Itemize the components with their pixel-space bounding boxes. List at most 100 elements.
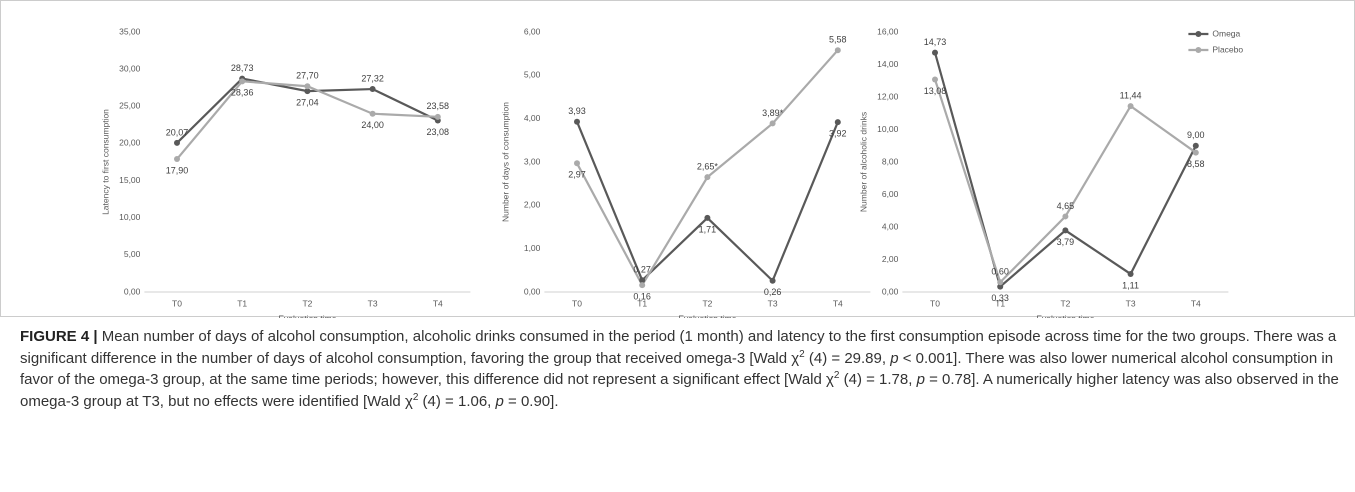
y-tick-label: 4,00 — [524, 113, 541, 123]
x-tick-label: T3 — [768, 298, 778, 308]
data-label: 24,00 — [361, 120, 384, 130]
caption-text: p — [916, 371, 925, 388]
x-tick-label: T3 — [1126, 298, 1136, 308]
y-axis-title: Number of days of consumption — [501, 102, 511, 222]
data-point — [639, 277, 646, 284]
y-tick-label: 16,00 — [877, 26, 899, 36]
data-label: 5,58 — [829, 35, 847, 45]
x-tick-label: T0 — [572, 298, 582, 308]
y-tick-label: 8,00 — [882, 156, 899, 166]
caption-text: < 0.001]. There was also lower numerical… — [20, 349, 1334, 389]
y-tick-label: 4,00 — [882, 221, 899, 231]
y-tick-label: 5,00 — [524, 70, 541, 80]
y-tick-label: 2,00 — [524, 200, 541, 210]
data-point — [369, 86, 376, 93]
data-point — [932, 76, 938, 83]
x-tick-label: T0 — [172, 298, 182, 308]
data-label: 4,65 — [1057, 201, 1075, 211]
data-point — [1062, 227, 1069, 234]
caption-text: (4) = 29.89, — [804, 349, 891, 367]
data-label: 28,36 — [231, 88, 254, 98]
data-point — [1127, 270, 1134, 277]
data-point — [304, 83, 311, 90]
x-tick-label: T2 — [702, 298, 712, 308]
data-point — [639, 282, 646, 289]
y-tick-label: 0,00 — [124, 286, 141, 296]
caption-text: Mean number of days of alcohol consumpti… — [20, 328, 1337, 367]
data-label: 13,08 — [924, 86, 947, 96]
data-point — [834, 119, 841, 126]
data-label: 28,73 — [231, 63, 254, 73]
data-label: 3,89* — [762, 108, 784, 118]
data-label: 9,00 — [1187, 130, 1205, 140]
data-label: 2,97 — [568, 170, 586, 180]
legend-marker — [1195, 31, 1202, 37]
x-tick-label: T2 — [1060, 298, 1070, 308]
caption-text: = 0.90]. — [503, 392, 559, 410]
y-tick-label: 6,00 — [524, 26, 541, 36]
caption: FIGURE 4 | Mean number of days of alcoho… — [20, 326, 1340, 412]
y-tick-label: 1,00 — [524, 243, 541, 253]
x-tick-label: T1 — [237, 298, 247, 308]
data-point — [704, 174, 711, 181]
y-tick-label: 0,00 — [524, 286, 541, 296]
data-point — [239, 78, 246, 85]
caption-text: (4) = 1.06, — [418, 392, 496, 410]
y-tick-label: 10,00 — [119, 212, 141, 222]
data-label: 2,65* — [697, 162, 719, 172]
data-label: 23,08 — [427, 127, 450, 137]
y-tick-label: 30,00 — [119, 63, 141, 73]
y-tick-label: 3,00 — [524, 156, 541, 166]
x-tick-label: T3 — [368, 298, 378, 308]
data-label: 0,16 — [633, 291, 651, 301]
caption-text: 2 — [833, 370, 840, 381]
x-tick-label: T4 — [1191, 298, 1201, 308]
x-axis-title: Evaluation time — [678, 313, 736, 318]
y-tick-label: 20,00 — [119, 138, 141, 148]
data-point — [704, 214, 711, 221]
series-line — [933, 52, 1197, 289]
data-point — [174, 156, 180, 163]
y-tick-label: 5,00 — [124, 249, 141, 259]
y-axis-title: Latency to first consumption — [101, 109, 111, 215]
y-axis-title: Number of alcoholic drinks — [859, 112, 869, 212]
y-tick-label: 15,00 — [119, 175, 141, 185]
data-point — [1192, 142, 1199, 149]
y-tick-label: 0,00 — [882, 286, 899, 296]
data-label: 8,58 — [1187, 159, 1205, 169]
data-label: 0,26 — [764, 287, 782, 297]
x-axis-title: Evaluation time — [1036, 313, 1094, 318]
data-label: 1,11 — [1122, 280, 1139, 290]
y-tick-label: 12,00 — [877, 91, 899, 101]
y-tick-label: 2,00 — [882, 254, 899, 264]
caption-text: p — [890, 349, 899, 367]
x-tick-label: T0 — [930, 298, 940, 308]
data-label: 20,07 — [166, 127, 189, 137]
data-label: 27,04 — [296, 98, 319, 108]
data-point — [769, 277, 776, 284]
data-label: 27,32 — [361, 73, 384, 83]
data-label: 14,73 — [924, 37, 947, 47]
data-point — [304, 88, 311, 95]
x-tick-label: T1 — [995, 298, 1005, 308]
data-label: 3,79 — [1057, 237, 1075, 247]
x-tick-label: T2 — [302, 298, 312, 308]
data-label: 0,27 — [633, 265, 651, 275]
y-tick-label: 35,00 — [119, 26, 141, 36]
figure-frame — [0, 0, 1355, 317]
caption-text: p — [495, 392, 504, 410]
data-point — [574, 160, 580, 167]
data-point — [174, 139, 180, 146]
data-point — [1127, 103, 1134, 110]
caption-text: 2 — [799, 348, 805, 360]
data-point — [1062, 213, 1069, 220]
y-tick-label: 25,00 — [119, 101, 141, 111]
y-tick-label: 6,00 — [882, 189, 899, 199]
legend-label: Placebo — [1212, 44, 1243, 54]
data-label: 23,58 — [427, 101, 450, 111]
x-axis-title: Evaluation time — [278, 313, 336, 318]
data-label: 0,60 — [991, 267, 1009, 277]
data-point — [369, 110, 376, 117]
data-label: 1,71 — [699, 224, 717, 234]
caption-text: = 0.78]. A numerically higher latency wa… — [20, 371, 1339, 410]
